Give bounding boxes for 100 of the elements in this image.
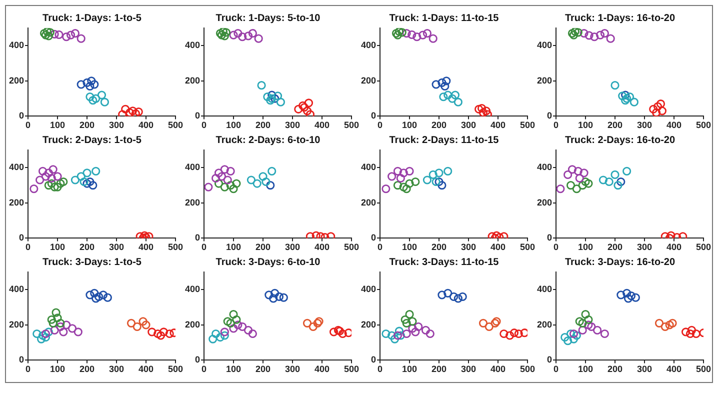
point: [53, 172, 62, 181]
point: [156, 331, 166, 340]
point: [94, 292, 104, 301]
point: [234, 320, 242, 330]
point: [687, 326, 696, 335]
point: [165, 329, 174, 338]
chart-title: Truck: 1-Days: 11-to-15: [389, 12, 500, 24]
point: [220, 182, 229, 192]
x-tick-label: 0: [26, 242, 31, 252]
y-tick-label: 0: [547, 110, 552, 121]
chart-title: Truck: 3-Days: 1-to-5: [42, 256, 142, 268]
y-tick-label: 200: [536, 319, 552, 330]
point: [97, 90, 106, 100]
point: [298, 101, 308, 110]
point: [217, 172, 226, 181]
point: [229, 310, 238, 319]
point: [434, 168, 444, 178]
point: [38, 331, 48, 340]
point: [308, 322, 318, 331]
y-tick-label: 400: [360, 162, 376, 172]
point: [649, 104, 658, 114]
point: [257, 81, 266, 90]
point: [438, 78, 446, 87]
point: [70, 28, 80, 38]
point: [394, 28, 404, 36]
point: [421, 326, 430, 335]
point: [584, 31, 594, 40]
point: [568, 28, 577, 38]
point: [402, 318, 411, 328]
y-tick-label: 200: [536, 75, 552, 86]
point: [214, 179, 224, 188]
point: [454, 98, 462, 106]
point: [88, 180, 98, 190]
point: [578, 180, 587, 190]
point: [47, 174, 56, 183]
x-tick-label: 100: [50, 120, 66, 130]
point: [616, 177, 626, 186]
point: [121, 104, 130, 114]
point: [217, 30, 226, 40]
point: [570, 28, 580, 36]
x-tick-label: 500: [344, 364, 360, 374]
point: [584, 320, 593, 330]
point: [581, 310, 590, 319]
point: [262, 177, 270, 186]
point: [432, 177, 440, 186]
point: [344, 328, 352, 338]
x-tick-label: 100: [226, 120, 242, 130]
point: [32, 329, 42, 338]
point: [48, 165, 58, 174]
point: [86, 290, 94, 300]
point: [566, 180, 576, 190]
point: [626, 292, 636, 300]
point: [652, 108, 661, 116]
y-tick-label: 400: [8, 40, 24, 50]
x-tick-label: 100: [226, 364, 242, 374]
point: [393, 180, 402, 190]
point: [566, 329, 576, 338]
point: [654, 318, 664, 328]
point: [220, 32, 229, 40]
point: [36, 176, 44, 184]
x-tick-label: 500: [168, 242, 184, 252]
point: [269, 294, 278, 303]
point: [426, 329, 434, 338]
point: [587, 322, 596, 331]
point: [569, 30, 578, 40]
point: [41, 329, 50, 338]
x-tick-label: 300: [636, 242, 652, 252]
x-tick-label: 0: [202, 364, 207, 374]
point: [398, 28, 406, 37]
point: [388, 331, 396, 340]
chart-title: Truck: 1-Days: 16-to-20: [564, 12, 676, 24]
point: [66, 30, 76, 40]
point: [444, 90, 452, 100]
point: [118, 110, 127, 116]
point: [270, 288, 280, 298]
point: [88, 96, 98, 105]
point: [98, 290, 108, 300]
point: [138, 317, 148, 326]
point: [68, 324, 77, 333]
x-tick-label: 200: [79, 120, 95, 130]
point: [38, 166, 48, 176]
point: [622, 94, 632, 103]
x-tick-label: 400: [138, 120, 154, 130]
y-tick-label: 0: [19, 232, 24, 243]
point: [254, 34, 263, 43]
x-tick-label: 100: [402, 120, 418, 130]
point: [316, 232, 325, 238]
point: [622, 288, 632, 298]
point: [42, 28, 52, 36]
x-tick-label: 200: [79, 242, 95, 252]
y-tick-label: 200: [360, 75, 376, 86]
point: [484, 322, 494, 331]
point: [234, 28, 242, 38]
point: [47, 315, 56, 324]
point: [50, 30, 59, 38]
point: [128, 106, 138, 116]
point: [614, 180, 622, 190]
chart-title: Truck: 2-Days: 1-to-5: [42, 134, 142, 146]
point: [399, 182, 408, 192]
x-tick-label: 0: [554, 242, 559, 252]
